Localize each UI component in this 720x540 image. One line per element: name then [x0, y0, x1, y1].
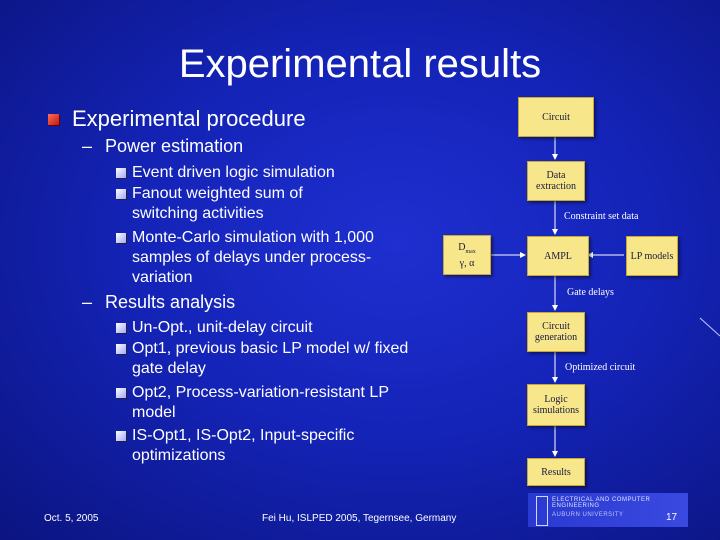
dmax-symbol: Dmax: [458, 241, 476, 255]
bullet-text: Power estimation: [105, 136, 244, 156]
bullet-text: Un-Opt., unit-delay circuit: [132, 319, 313, 336]
bullet-square-icon: [48, 114, 59, 125]
box-logic-simulations: Logic simulations: [527, 384, 585, 426]
slide-title: Experimental results: [178, 42, 542, 86]
bullet-monte-carlo: Monte-Carlo simulation with 1,000 sample…: [112, 228, 402, 288]
bullet-text: Opt1, previous basic LP model w/ fixed g…: [132, 340, 409, 377]
footer-page-number: 17: [666, 512, 678, 523]
bullet-text: Experimental procedure: [72, 106, 306, 131]
sub-bullet-icon: [116, 168, 126, 178]
decorative-slash: [699, 317, 720, 337]
bullet-opt2: Opt2, Process-variation-resistant LP mod…: [112, 383, 412, 423]
logo-tower-icon: [536, 496, 548, 526]
bullet-text: Event driven logic simulation: [132, 164, 335, 181]
sub-bullet-icon: [116, 323, 126, 333]
box-ampl: AMPL: [527, 236, 589, 276]
box-results: Results: [527, 458, 585, 486]
university-logo: ELECTRICAL AND COMPUTER ENGINEERING AUBU…: [528, 493, 688, 527]
bullet-text: Results analysis: [105, 292, 236, 312]
bullet-event-driven: Event driven logic simulation: [112, 163, 402, 183]
label-optimized-circuit: Optimized circuit: [565, 362, 636, 373]
sub-bullet-icon: [116, 388, 126, 398]
box-dmax: Dmax γ, α: [443, 235, 491, 275]
sub-bullet-icon: [116, 431, 126, 441]
sub-bullet-icon: [116, 189, 126, 199]
bullet-is-opt: IS-Opt1, IS-Opt2, Input-specific optimiz…: [112, 426, 412, 466]
box-circuit: Circuit: [518, 97, 594, 137]
bullet-text: Opt2, Process-variation-resistant LP mod…: [132, 384, 389, 421]
sub-bullet-icon: [116, 233, 126, 243]
dash-marker: –: [82, 136, 93, 156]
bullet-text: Fanout weighted sum of switching activit…: [132, 185, 303, 222]
logo-line1: ELECTRICAL AND COMPUTER ENGINEERING: [552, 497, 651, 509]
bullet-power-estimation: – Power estimation: [82, 136, 243, 157]
gamma-alpha-symbols: γ, α: [459, 257, 475, 269]
bullet-text: Monte-Carlo simulation with 1,000 sample…: [132, 229, 374, 286]
bullet-un-opt: Un-Opt., unit-delay circuit: [112, 318, 402, 338]
label-gate-delays: Gate delays: [567, 287, 614, 298]
bullet-opt1: Opt1, previous basic LP model w/ fixed g…: [112, 339, 412, 379]
bullet-results-analysis: – Results analysis: [82, 292, 235, 313]
sub-bullet-icon: [116, 344, 126, 354]
bullet-text: IS-Opt1, IS-Opt2, Input-specific optimiz…: [132, 427, 355, 464]
bullet-fanout-weighted: Fanout weighted sum of switching activit…: [112, 184, 352, 224]
logo-line2: AUBURN UNIVERSITY: [552, 512, 624, 518]
bullet-experimental-procedure: Experimental procedure: [48, 106, 306, 132]
dash-marker: –: [82, 292, 93, 312]
label-constraint-set-data: Constraint set data: [564, 211, 639, 222]
box-circuit-generation: Circuit generation: [527, 312, 585, 352]
footer-date: Oct. 5, 2005: [44, 513, 99, 524]
footer-citation: Fei Hu, ISLPED 2005, Tegernsee, Germany: [262, 513, 457, 524]
box-lp-models: LP models: [626, 236, 678, 276]
box-data-extraction: Data extraction: [527, 161, 585, 201]
